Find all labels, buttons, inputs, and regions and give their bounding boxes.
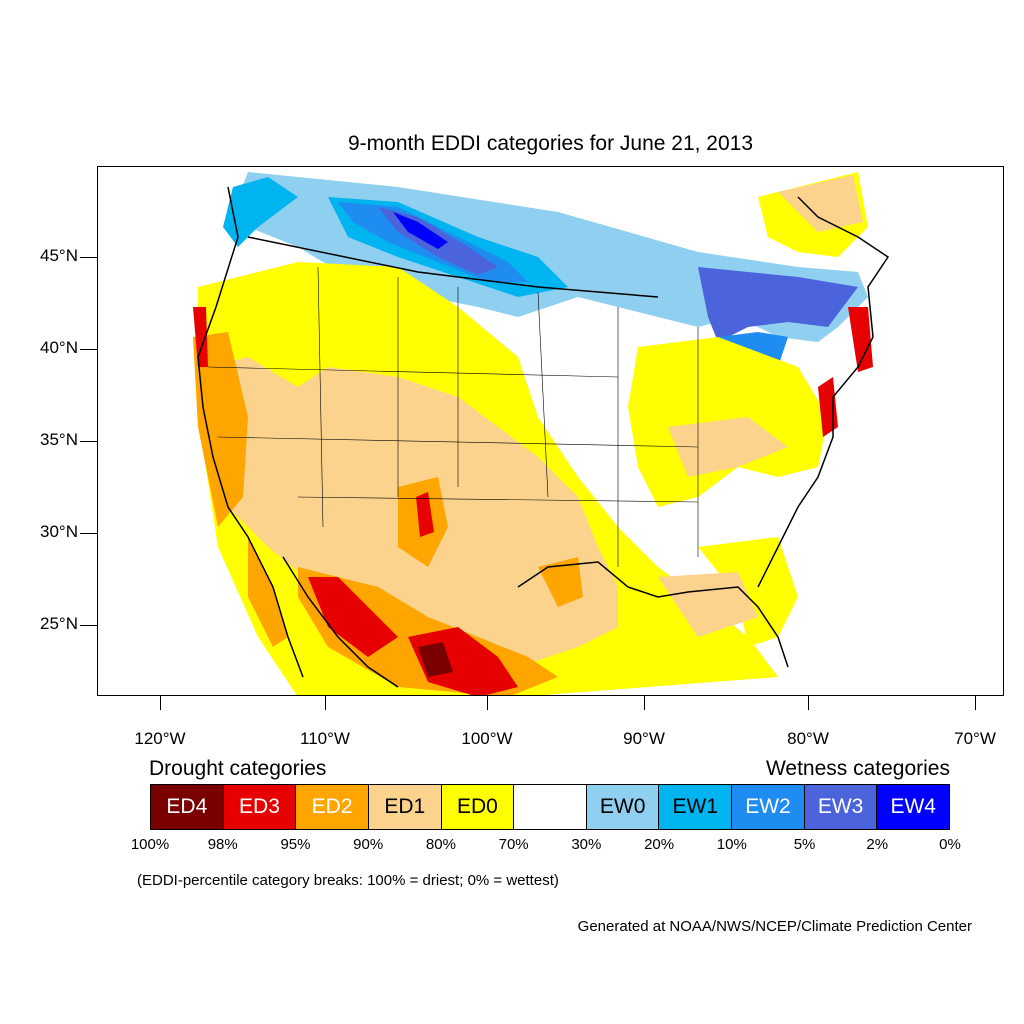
legend-break-label: 80% <box>425 836 456 853</box>
lat-label-40: 40°N <box>40 338 78 357</box>
lon-tick <box>808 696 809 710</box>
lon-tick <box>644 696 645 710</box>
lon-label-100: 100°W <box>461 729 513 748</box>
legend-cell-ew0: EW0 <box>586 785 660 829</box>
lon-label-120: 120°W <box>134 729 186 748</box>
legend-break-label: 70% <box>498 836 529 853</box>
lon-tick <box>325 696 326 710</box>
legend-break-label: 98% <box>207 836 238 853</box>
legend-break-label: 90% <box>353 836 384 853</box>
legend-cell-ew4: EW4 <box>877 785 950 829</box>
lon-tick <box>160 696 161 710</box>
legend-break-label: 95% <box>280 836 311 853</box>
legend-break-label: 0% <box>939 836 961 853</box>
legend-cell-ew2: EW2 <box>732 785 805 829</box>
legend-cell-ew1: EW1 <box>659 785 733 829</box>
legend-break-label: 30% <box>571 836 602 853</box>
credit-text: Generated at NOAA/NWS/NCEP/Climate Predi… <box>577 918 972 935</box>
lon-label-80: 80°W <box>787 729 829 748</box>
lat-tick <box>80 349 97 350</box>
lat-tick <box>80 533 97 534</box>
lat-label-35: 35°N <box>40 430 78 449</box>
legend-break-label: 5% <box>793 836 816 853</box>
legend-cell-normal <box>514 785 587 829</box>
legend-cell-ed4: ED4 <box>151 785 224 829</box>
legend-break-label: 100% <box>130 836 170 853</box>
lat-label-45: 45°N <box>40 246 78 265</box>
legend-color-bar: ED4 ED3 ED2 ED1 ED0 EW0 EW1 EW2 EW3 EW4 <box>150 784 950 830</box>
map-area <box>97 166 1004 696</box>
legend-break-label: 2% <box>866 836 889 853</box>
lon-label-70: 70°W <box>954 729 996 748</box>
lon-tick <box>975 696 976 710</box>
legend-cell-ed1: ED1 <box>368 785 442 829</box>
lat-label-30: 30°N <box>40 522 78 541</box>
legend-break-label: 20% <box>644 836 675 853</box>
legend-cell-ed0: ED0 <box>441 785 515 829</box>
legend-drought-title: Drought categories <box>149 757 327 780</box>
state-borders <box>207 266 699 567</box>
wet-region-north <box>223 172 868 382</box>
legend-wetness-title: Wetness categories <box>765 757 950 780</box>
legend-note: (EDDI-percentile category breaks: 100% =… <box>137 872 559 889</box>
legend-cell-ew3: EW3 <box>804 785 878 829</box>
legend-break-label: 10% <box>716 836 747 853</box>
lat-tick <box>80 257 97 258</box>
lat-label-25: 25°N <box>40 614 78 633</box>
lat-tick <box>80 625 97 626</box>
lon-label-110: 110°W <box>300 729 350 748</box>
legend-cell-ed2: ED2 <box>296 785 369 829</box>
lon-label-90: 90°W <box>623 729 665 748</box>
map-title: 9-month EDDI categories for June 21, 201… <box>347 132 754 155</box>
lon-tick <box>487 696 488 710</box>
lat-tick <box>80 441 97 442</box>
coastlines <box>197 186 890 688</box>
legend-cell-ed3: ED3 <box>223 785 297 829</box>
northeast-dry <box>758 172 868 257</box>
